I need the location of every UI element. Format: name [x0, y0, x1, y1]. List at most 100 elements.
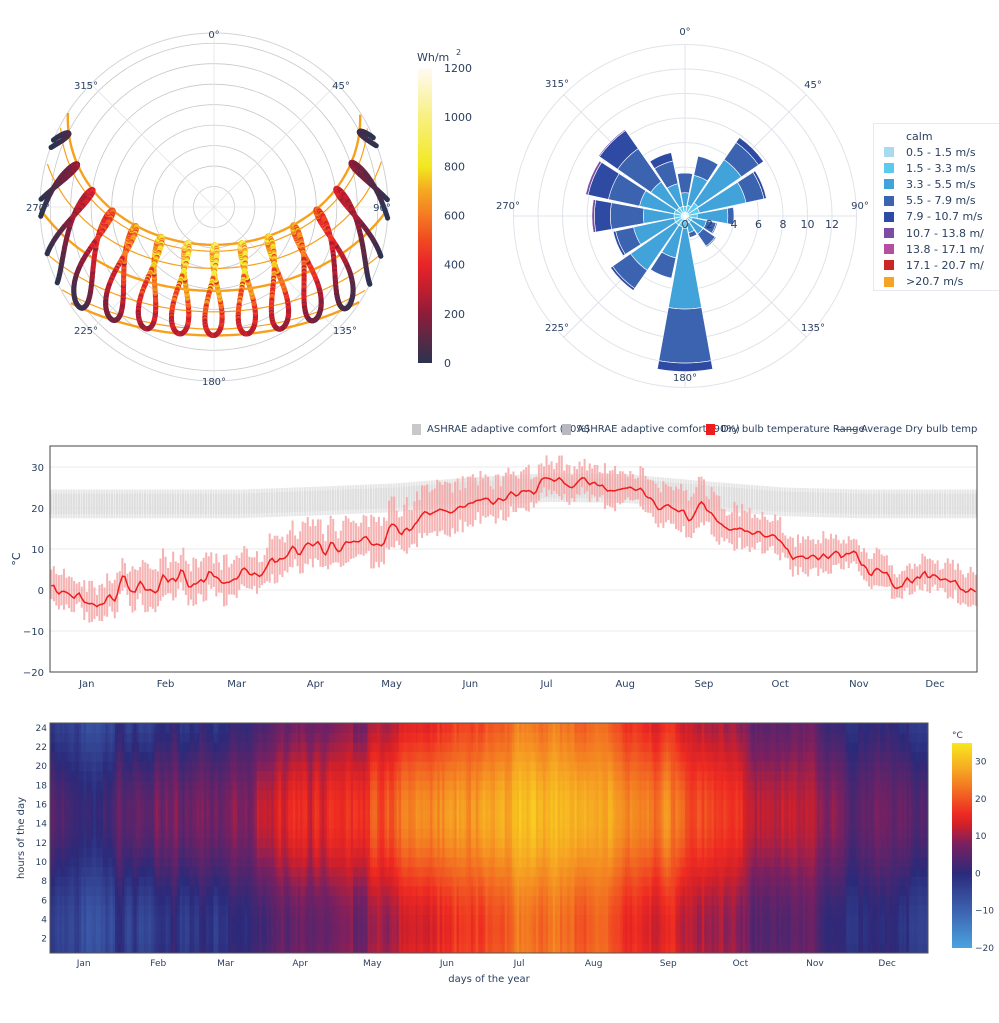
- heatmap-cell: [179, 866, 183, 877]
- heatmap-cell: [148, 876, 152, 887]
- colorbar-title-superscript: 2: [456, 48, 461, 57]
- comfort-90-bar: [791, 491, 794, 513]
- heatmap-cell: [136, 828, 140, 839]
- heatmap-cell: [93, 866, 97, 877]
- temperature-range-bar: [291, 520, 294, 568]
- temperature-range-bar: [756, 517, 759, 543]
- heatmap-cell: [151, 761, 154, 772]
- heatmap-cell: [100, 905, 104, 916]
- heatmap-cell: [134, 914, 137, 925]
- temperature-range-bar: [101, 583, 104, 622]
- heatmap-cell: [88, 828, 92, 839]
- heatmap-cell: [117, 828, 121, 839]
- comfort-90-bar: [888, 493, 891, 515]
- temperature-range-bar: [222, 554, 225, 607]
- comfort-90-bar: [263, 492, 266, 514]
- comfort-90-bar: [176, 493, 180, 515]
- comfort-90-bar: [877, 493, 880, 515]
- heatmap-cell: [175, 866, 178, 877]
- comfort-90-bar: [880, 493, 883, 515]
- heatmap-cell: [64, 751, 68, 762]
- heatmap-cell: [100, 790, 104, 801]
- heatmap-cell: [179, 809, 183, 820]
- comfort-90-bar: [151, 493, 154, 515]
- heatmap-cell: [66, 809, 70, 820]
- temperature-range-bar: [748, 508, 751, 553]
- heatmap-cell: [59, 732, 63, 743]
- heatmap-cell: [62, 905, 65, 916]
- heatmap-cell: [54, 732, 58, 743]
- comfort-90-bar: [83, 493, 86, 515]
- temperature-range-bar: [972, 572, 975, 605]
- heatmap-cell: [175, 924, 178, 935]
- heatmap-cell: [124, 751, 128, 762]
- heatmap-cell: [83, 828, 87, 839]
- heatmap-cell: [110, 924, 113, 935]
- comfort-90-bar: [832, 492, 835, 514]
- heatmap-cell: [52, 818, 56, 829]
- heatmap-cell: [105, 933, 109, 944]
- heatmap-cell: [57, 780, 61, 791]
- temperature-range-bar: [807, 536, 810, 577]
- heatmap-cell: [71, 847, 75, 858]
- comfort-90-bar: [801, 492, 804, 513]
- heatmap-cell: [52, 857, 56, 868]
- heatmap-cell: [136, 742, 140, 753]
- angular-tick-label: 315°: [74, 81, 98, 92]
- heatmap-cell: [83, 857, 87, 868]
- temperature-range-bar: [230, 563, 233, 595]
- heatmap-cell: [114, 770, 118, 781]
- heatmap-cell: [158, 876, 162, 887]
- comfort-90-bar: [842, 493, 845, 514]
- heatmap-cell: [64, 742, 68, 753]
- heatmap-cell: [86, 818, 89, 829]
- temperature-range-bar: [558, 455, 561, 497]
- heatmap-cell: [64, 924, 68, 935]
- heatmap-cell: [182, 933, 186, 944]
- heatmap-cell: [170, 914, 174, 925]
- heatmap-cell: [81, 857, 85, 868]
- heatmap-cell: [54, 809, 58, 820]
- heatmap-cell: [90, 905, 94, 916]
- comfort-90-bar: [55, 493, 58, 515]
- heatmap-cell: [134, 790, 137, 801]
- heatmap-cell: [134, 905, 137, 916]
- heatmap-cell: [59, 818, 63, 829]
- heatmap-cell: [170, 866, 174, 877]
- heatmap-cell: [184, 770, 188, 781]
- comfort-90-bar: [875, 493, 878, 515]
- heatmap-cell: [187, 751, 190, 762]
- heatmap-cell: [131, 799, 135, 810]
- heatmap-cell: [98, 790, 101, 801]
- heatmap-cell: [175, 770, 178, 781]
- heatmap-cell: [95, 770, 99, 781]
- heatmap-cell: [78, 905, 82, 916]
- heatmap-cell: [191, 828, 195, 839]
- heatmap-cell: [165, 809, 169, 820]
- temperature-range-bar: [542, 466, 545, 488]
- comfort-90-bar: [283, 492, 286, 513]
- heatmap-cell: [196, 732, 200, 743]
- heatmap-cell: [165, 933, 169, 944]
- comfort-90-bar: [883, 493, 886, 515]
- heatmap-cell: [196, 770, 200, 781]
- heatmap-cell: [153, 847, 157, 858]
- heatmap-cell: [71, 790, 75, 801]
- heatmap-cell: [167, 847, 171, 858]
- heatmap-cell: [131, 924, 135, 935]
- heatmap-cell: [179, 828, 183, 839]
- heatmap-cell: [151, 809, 154, 820]
- heatmap-cell: [126, 905, 130, 916]
- heatmap-cell: [143, 742, 147, 753]
- heatmap-cell: [184, 809, 188, 820]
- heatmap-cell: [88, 905, 92, 916]
- heatmap-cell: [122, 857, 125, 868]
- heatmap-cell: [146, 799, 150, 810]
- heatmap-cell: [114, 838, 118, 848]
- heatmap-cell: [163, 790, 166, 801]
- heatmap-cell: [98, 770, 101, 781]
- heatmap-cell: [71, 828, 75, 839]
- heatmap-cell: [189, 914, 193, 925]
- heatmap-cell: [105, 732, 109, 743]
